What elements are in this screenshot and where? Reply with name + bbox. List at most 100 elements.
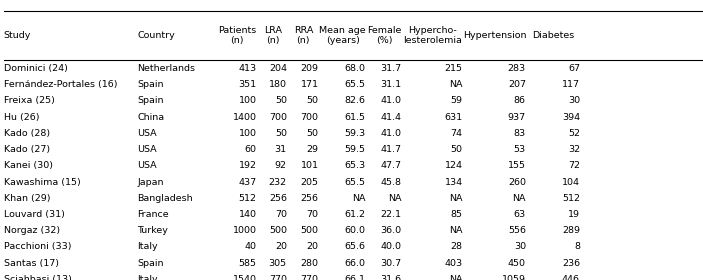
Text: 256: 256 <box>269 194 287 203</box>
Text: 283: 283 <box>508 64 526 73</box>
Text: 256: 256 <box>300 194 318 203</box>
Text: France: France <box>137 210 169 219</box>
Text: 1059: 1059 <box>502 275 526 280</box>
Text: 61.2: 61.2 <box>344 210 366 219</box>
Text: 28: 28 <box>451 242 463 251</box>
Text: 31.1: 31.1 <box>380 80 401 89</box>
Text: 770: 770 <box>300 275 318 280</box>
Text: Spain: Spain <box>137 259 164 268</box>
Text: Freixa (25): Freixa (25) <box>4 96 54 105</box>
Text: 60: 60 <box>245 145 257 154</box>
Text: 86: 86 <box>514 96 526 105</box>
Text: Kado (27): Kado (27) <box>4 145 50 154</box>
Text: 31.6: 31.6 <box>380 275 401 280</box>
Text: 32: 32 <box>568 145 580 154</box>
Text: 20: 20 <box>307 242 318 251</box>
Text: Kanei (30): Kanei (30) <box>4 161 53 170</box>
Text: 631: 631 <box>444 113 463 122</box>
Text: 204: 204 <box>269 64 287 73</box>
Text: 66.1: 66.1 <box>344 275 366 280</box>
Text: 66.0: 66.0 <box>344 259 366 268</box>
Text: 41.0: 41.0 <box>380 96 401 105</box>
Text: Italy: Italy <box>137 275 157 280</box>
Text: 67: 67 <box>568 64 580 73</box>
Text: Mean age
(years): Mean age (years) <box>319 26 366 45</box>
Text: 63: 63 <box>514 210 526 219</box>
Text: 117: 117 <box>562 80 580 89</box>
Text: 394: 394 <box>562 113 580 122</box>
Text: NA: NA <box>352 194 366 203</box>
Text: 92: 92 <box>275 161 287 170</box>
Text: 1400: 1400 <box>233 113 257 122</box>
Text: 585: 585 <box>238 259 257 268</box>
Text: NA: NA <box>512 194 526 203</box>
Text: Santas (17): Santas (17) <box>4 259 58 268</box>
Text: Netherlands: Netherlands <box>137 64 195 73</box>
Text: 22.1: 22.1 <box>380 210 401 219</box>
Text: 50: 50 <box>307 129 318 138</box>
Text: NA: NA <box>449 80 463 89</box>
Text: 59.3: 59.3 <box>344 129 366 138</box>
Text: 209: 209 <box>300 64 318 73</box>
Text: 450: 450 <box>508 259 526 268</box>
Text: 351: 351 <box>238 80 257 89</box>
Text: 41.7: 41.7 <box>380 145 401 154</box>
Text: Female
(%): Female (%) <box>367 26 401 45</box>
Text: 50: 50 <box>275 96 287 105</box>
Text: 85: 85 <box>451 210 463 219</box>
Text: 134: 134 <box>444 178 463 186</box>
Text: 512: 512 <box>562 194 580 203</box>
Text: 280: 280 <box>300 259 318 268</box>
Text: Japan: Japan <box>137 178 164 186</box>
Text: 192: 192 <box>238 161 257 170</box>
Text: 82.6: 82.6 <box>344 96 366 105</box>
Text: Norgaz (32): Norgaz (32) <box>4 226 60 235</box>
Text: 500: 500 <box>300 226 318 235</box>
Text: Kawashima (15): Kawashima (15) <box>4 178 80 186</box>
Text: 65.5: 65.5 <box>344 80 366 89</box>
Text: 52: 52 <box>568 129 580 138</box>
Text: 74: 74 <box>451 129 463 138</box>
Text: 556: 556 <box>508 226 526 235</box>
Text: 437: 437 <box>238 178 257 186</box>
Text: USA: USA <box>137 129 157 138</box>
Text: 104: 104 <box>562 178 580 186</box>
Text: 70: 70 <box>307 210 318 219</box>
Text: 30.7: 30.7 <box>380 259 401 268</box>
Text: 700: 700 <box>300 113 318 122</box>
Text: 500: 500 <box>269 226 287 235</box>
Text: 446: 446 <box>562 275 580 280</box>
Text: 215: 215 <box>444 64 463 73</box>
Text: RRA
(n): RRA (n) <box>294 26 313 45</box>
Text: NA: NA <box>449 275 463 280</box>
Text: 40: 40 <box>245 242 257 251</box>
Text: 45.8: 45.8 <box>380 178 401 186</box>
Text: 289: 289 <box>562 226 580 235</box>
Text: 100: 100 <box>238 96 257 105</box>
Text: 403: 403 <box>444 259 463 268</box>
Text: 232: 232 <box>269 178 287 186</box>
Text: Pacchioni (33): Pacchioni (33) <box>4 242 71 251</box>
Text: USA: USA <box>137 145 157 154</box>
Text: 305: 305 <box>269 259 287 268</box>
Text: Dominici (24): Dominici (24) <box>4 64 67 73</box>
Text: 205: 205 <box>300 178 318 186</box>
Text: Study: Study <box>4 31 31 40</box>
Text: 100: 100 <box>238 129 257 138</box>
Text: 41.4: 41.4 <box>380 113 401 122</box>
Text: 1540: 1540 <box>233 275 257 280</box>
Text: Bangladesh: Bangladesh <box>137 194 193 203</box>
Text: 50: 50 <box>275 129 287 138</box>
Text: 20: 20 <box>275 242 287 251</box>
Text: Hypertension: Hypertension <box>463 31 527 40</box>
Text: 36.0: 36.0 <box>380 226 401 235</box>
Text: Hu (26): Hu (26) <box>4 113 39 122</box>
Text: 50: 50 <box>307 96 318 105</box>
Text: 30: 30 <box>568 96 580 105</box>
Text: 101: 101 <box>300 161 318 170</box>
Text: Spain: Spain <box>137 96 164 105</box>
Text: USA: USA <box>137 161 157 170</box>
Text: 180: 180 <box>269 80 287 89</box>
Text: Turkey: Turkey <box>137 226 168 235</box>
Text: NA: NA <box>388 194 401 203</box>
